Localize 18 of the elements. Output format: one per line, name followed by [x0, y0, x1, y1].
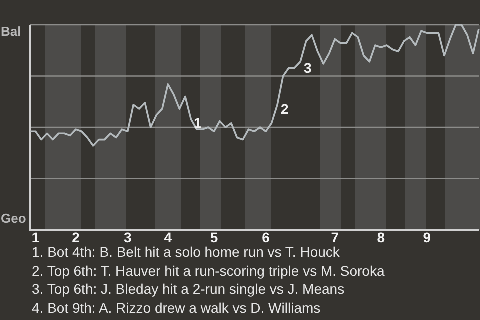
text: Geo — [1, 211, 26, 226]
x-tick-label: 5 — [210, 229, 218, 246]
text: 3. Top 6th: J. Bleday hit a 2-run single vs J. Means — [32, 280, 346, 298]
x-tick-label: 9 — [423, 229, 432, 246]
x-tick-label: 2 — [72, 229, 80, 246]
annotation: 2 — [281, 101, 289, 117]
annotation: 1 — [194, 115, 202, 131]
x-tick-label: 1 — [32, 229, 40, 246]
x-tick-label: 4 — [164, 229, 172, 246]
x-tick-label: 3 — [124, 229, 132, 246]
annotation: 3 — [304, 60, 312, 76]
x-tick-label: 7 — [331, 229, 340, 246]
text: 2. Top 6th: T. Hauver hit a run-scoring triple vs M. Soroka — [32, 262, 385, 280]
text: 4. Bot 9th: A. Rizzo drew a walk vs D. Williams — [32, 298, 322, 317]
x-tick-label: 6 — [262, 229, 270, 246]
text: Bal — [1, 24, 22, 39]
text: 1. Bot 4th: B. Belt hit a solo home run vs T. Houck — [32, 244, 340, 260]
x-tick-label: 8 — [377, 229, 386, 246]
